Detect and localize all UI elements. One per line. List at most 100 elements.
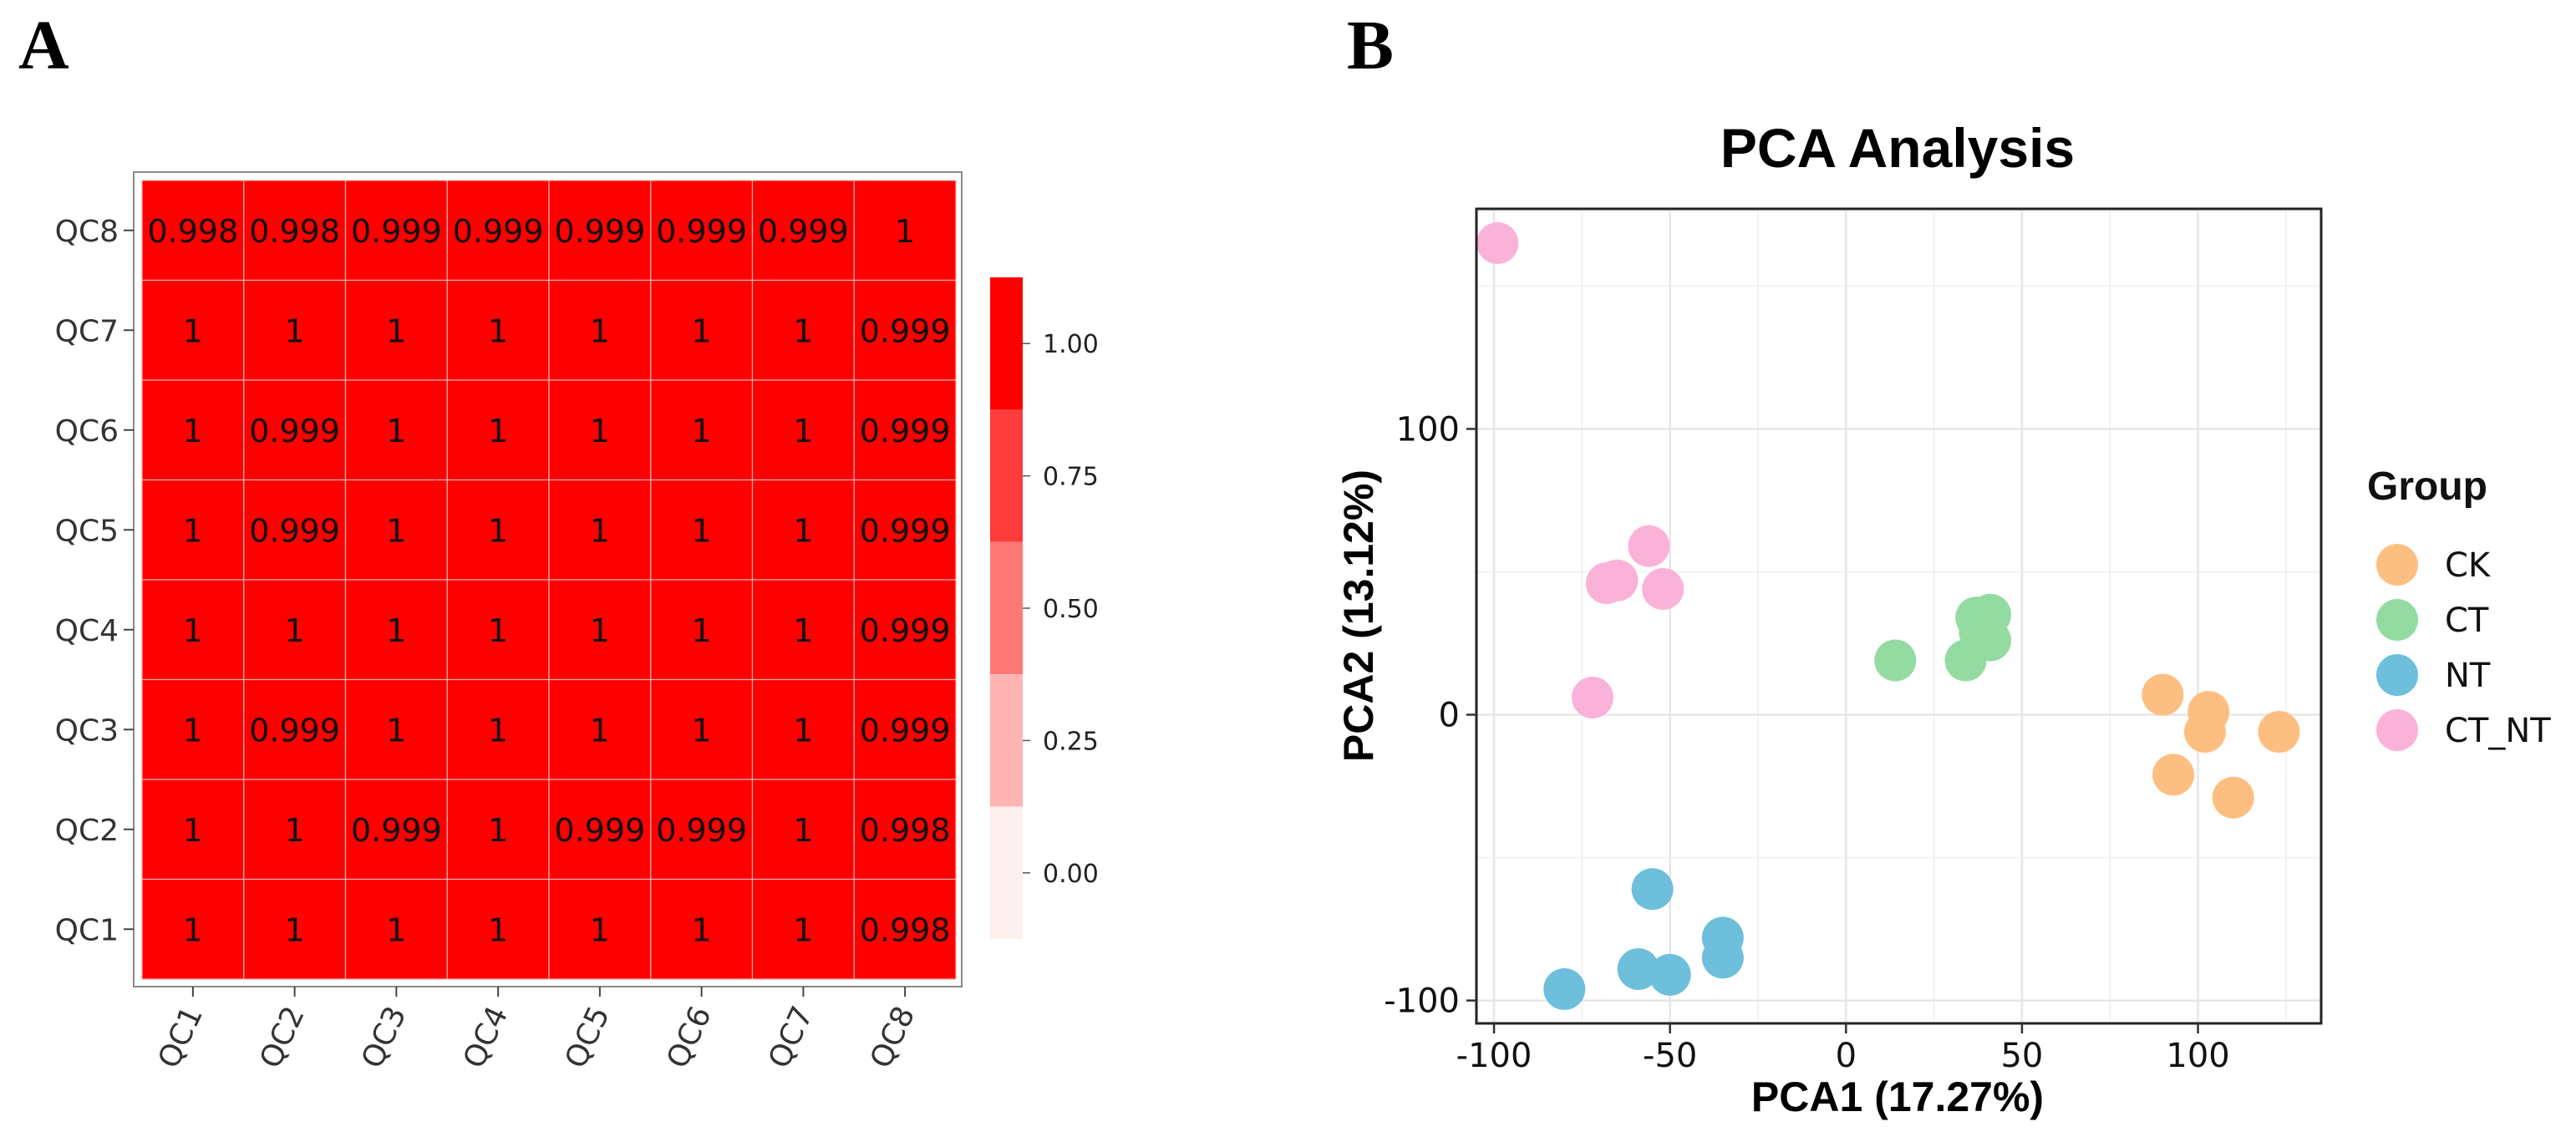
heatmap-cell <box>243 779 347 881</box>
pca-point-ck <box>2152 754 2195 796</box>
heatmap-values: 0.998 0.998 0.999 0.999 0.999 0.999 0.999 1 1 1 1 1… <box>147 213 950 949</box>
heatmap-cell-value: 1 <box>488 413 508 449</box>
heatmap-cell <box>548 678 652 780</box>
heatmap-cell <box>650 678 754 780</box>
heatmap-column-label: QC7 <box>762 1001 820 1074</box>
heatmap-cell <box>446 678 550 780</box>
heatmap-cell-value: 1 <box>488 911 508 948</box>
heatmap-cell <box>853 678 957 780</box>
heatmap-cell <box>751 279 855 381</box>
heatmap-column-label: QC6 <box>660 1001 718 1074</box>
heatmap-cell-value: 1 <box>488 512 508 549</box>
heatmap-cell <box>344 779 448 881</box>
legend-color-bin <box>990 806 1023 939</box>
legend-bin-label: 0.25 <box>1043 727 1099 756</box>
heatmap-cell-value: 1 <box>793 911 813 948</box>
legend-bin-label: 0.00 <box>1043 860 1099 889</box>
heatmap-cell-value: 1 <box>183 712 203 749</box>
heatmap-cell <box>853 579 957 681</box>
heatmap-cell-value: 0.998 <box>147 213 238 250</box>
heatmap-color-legend: 1.00 0.75 0.50 0.25 0.00 <box>990 277 1099 939</box>
pca-axes: -100 -50 0 50 100 -100 0 100 <box>1384 410 2230 1075</box>
pca-x-tick-label: -50 <box>1643 1037 1697 1075</box>
heatmap-cell <box>751 180 855 282</box>
heatmap-cell <box>650 479 754 581</box>
pca-y-tick-label: 100 <box>1396 410 1460 449</box>
pca-point-nt <box>1631 868 1674 911</box>
pca-point-ct-nt <box>1476 222 1519 265</box>
pca-point-ck <box>2212 776 2254 819</box>
pca-x-axis-title: PCA1 (17.27%) <box>1751 1074 2044 1120</box>
heatmap-cell-value: 0.999 <box>351 213 442 250</box>
heatmap-cell <box>650 279 754 381</box>
heatmap-cell <box>853 779 957 881</box>
heatmap-cell-value: 1 <box>183 911 203 948</box>
pca-point-nt <box>1701 937 1744 979</box>
heatmap-cell <box>853 479 957 581</box>
heatmap-cell <box>243 180 347 282</box>
heatmap-cell <box>243 279 347 381</box>
heatmap-cell <box>141 678 245 780</box>
heatmap-cell <box>650 878 754 980</box>
heatmap-cell-value: 0.999 <box>860 312 951 349</box>
heatmap-cell-value: 1 <box>488 812 508 849</box>
pca-point-ck <box>2142 673 2184 716</box>
heatmap-cell <box>446 180 550 282</box>
heatmap-cell <box>751 779 855 881</box>
heatmap-cell-value: 1 <box>488 612 508 649</box>
heatmap-cell <box>751 479 855 581</box>
heatmap-column-label: QC5 <box>559 1001 617 1074</box>
heatmap-cell <box>853 279 957 381</box>
heatmap-cell <box>853 379 957 481</box>
heatmap-cell-value: 1 <box>895 213 915 250</box>
pca-point-ct <box>1969 619 2012 662</box>
heatmap-row-label: QC5 <box>55 514 119 548</box>
heatmap-cell <box>853 180 957 282</box>
panel-b-label: B <box>1347 7 1394 84</box>
heatmap-cell-value: 0.999 <box>860 712 951 749</box>
heatmap-cell-value: 0.998 <box>860 911 951 948</box>
heatmap-cell-value: 1 <box>488 312 508 349</box>
pca-plot-background <box>1476 209 2321 1023</box>
pca-x-tick-label: 50 <box>2000 1037 2043 1075</box>
pca-point-ck <box>2183 711 2226 754</box>
pca-legend-swatch <box>2376 654 2418 696</box>
heatmap-cell <box>446 379 550 481</box>
pca-point-ct-nt <box>1628 525 1670 567</box>
heatmap-cell <box>344 279 448 381</box>
pca-point-ct-nt <box>1596 559 1639 601</box>
pca-y-tick-label: 0 <box>1439 697 1460 735</box>
heatmap-cell-value: 1 <box>590 712 610 749</box>
heatmap-cell <box>243 678 347 780</box>
pca-point-nt <box>1617 948 1659 990</box>
heatmap-cell-value: 1 <box>183 812 203 849</box>
heatmap-cell-value: 1 <box>285 612 305 649</box>
heatmap-cell-value: 1 <box>488 712 508 749</box>
heatmap-cell <box>141 279 245 381</box>
heatmap-cell-value: 1 <box>183 612 203 649</box>
heatmap-cell-value: 1 <box>793 612 813 649</box>
pca-x-tick-label: 100 <box>2166 1037 2229 1075</box>
heatmap-cell-value: 1 <box>692 911 712 948</box>
heatmap-row-label: QC7 <box>55 314 119 348</box>
heatmap-cell-value: 0.998 <box>860 812 951 849</box>
heatmap-cell <box>548 779 652 881</box>
heatmap-cell <box>548 878 652 980</box>
heatmap-cell-value: 1 <box>590 911 610 948</box>
legend-color-bin <box>990 674 1023 807</box>
pca-legend-swatch <box>2376 709 2418 751</box>
heatmap-cell <box>141 379 245 481</box>
heatmap-row-label: QC3 <box>55 713 119 748</box>
heatmap-cell-value: 1 <box>285 312 305 349</box>
heatmap-row-label: QC1 <box>55 913 119 947</box>
pca-scatter-plot: PCA Analysis -100 -50 0 50 100 -100 0 100 PCA1 … <box>1335 117 2551 1120</box>
heatmap-cell-value: 0.999 <box>758 213 849 250</box>
heatmap-cell <box>650 579 754 681</box>
heatmap-cell-value: 0.999 <box>656 213 747 250</box>
heatmap-row-label: QC6 <box>55 414 119 449</box>
heatmap-cell-value: 1 <box>386 312 406 349</box>
correlation-heatmap: 0.998 0.998 0.999 0.999 0.999 0.999 0.999 1 1 1 1 1… <box>55 171 1099 1074</box>
pca-group-legend: Group CK CT NT CT_NT <box>2367 464 2551 751</box>
heatmap-cell-value: 0.999 <box>453 213 544 250</box>
heatmap-cell-value: 0.999 <box>860 612 951 649</box>
